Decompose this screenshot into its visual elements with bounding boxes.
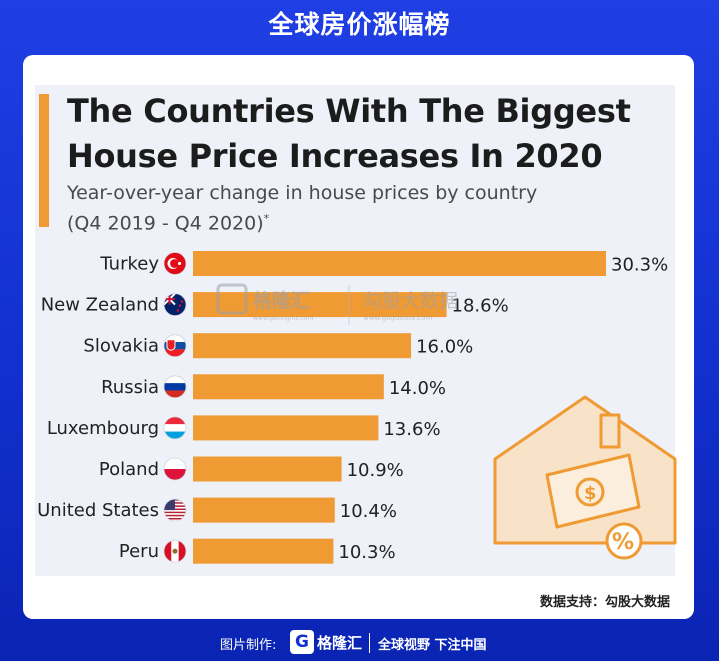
chart-subtitle: Year-over-year change in house prices by…	[67, 181, 667, 236]
footer-divider	[369, 633, 370, 653]
top-banner: 全球房价涨幅榜	[0, 0, 719, 48]
bar-slovakia	[193, 333, 412, 359]
watermark-brand-url: www.gelonghui.com	[253, 315, 314, 322]
russia-flag-icon	[164, 375, 186, 398]
footer-brand: 格隆汇	[317, 634, 363, 652]
bar-peru	[193, 538, 334, 564]
watermark-partner-url: www.gogudata.com	[363, 314, 432, 322]
chart-card: The Countries With The Biggest House Pri…	[23, 55, 694, 619]
category-label: United States	[37, 500, 159, 521]
title-accent-bar	[39, 94, 49, 227]
chart-panel: The Countries With The Biggest House Pri…	[35, 85, 675, 576]
footnote-mark: *	[263, 212, 270, 225]
footer-label: 图片制作:	[220, 638, 277, 653]
category-label: Luxembourg	[47, 418, 159, 439]
chimney-icon	[599, 413, 621, 449]
footer-logo-icon: G	[290, 630, 314, 654]
bar-russia	[193, 374, 384, 400]
watermark-brand: 格隆汇	[253, 289, 310, 312]
value-label: 10.9%	[347, 460, 404, 481]
dollar-coin-icon	[575, 477, 605, 507]
category-label: Russia	[101, 377, 159, 398]
watermark-partner: 勾股大数据	[363, 290, 458, 312]
dollar-sign-icon: $	[584, 483, 597, 504]
banknote-icon	[545, 453, 641, 529]
turkey-flag-icon	[164, 252, 186, 275]
subtitle-line-1: Year-over-year change in house prices by…	[67, 182, 538, 204]
value-label: 14.0%	[389, 378, 446, 399]
value-label: 10.4%	[340, 501, 397, 522]
house-money-icon: $ %	[493, 395, 677, 560]
luxembourg-flag-icon	[164, 416, 186, 439]
banner-title: 全球房价涨幅榜	[268, 10, 451, 39]
footer: 图片制作: G 格隆汇 全球视野 下注中国	[0, 625, 719, 661]
bar-poland	[193, 456, 342, 482]
bar-chart: Turkey 30.3% New Zealand 18.6% Slovakia 16.0%…	[37, 251, 677, 564]
category-label: Slovakia	[83, 336, 159, 357]
data-credit: 数据支持：勾股大数据	[540, 595, 671, 610]
peru-flag-icon	[164, 540, 186, 563]
value-label: 30.3%	[611, 255, 668, 276]
value-label: 10.3%	[338, 542, 395, 563]
slovakia-flag-icon	[164, 334, 186, 357]
bar-united-states	[193, 497, 335, 523]
footer-slogan: 全球视野 下注中国	[378, 638, 487, 653]
subtitle-line-2: (Q4 2019 - Q4 2020)*	[67, 206, 667, 236]
poland-flag-icon	[164, 458, 186, 480]
percent-sign-icon: %	[612, 530, 634, 555]
category-label: New Zealand	[41, 295, 159, 316]
category-label: Poland	[99, 459, 159, 480]
subtitle-period: (Q4 2019 - Q4 2020)	[67, 212, 264, 235]
value-label: 18.6%	[452, 296, 509, 317]
chart-title: The Countries With The Biggest House Pri…	[67, 92, 631, 175]
united-states-flag-icon	[164, 499, 186, 522]
watermark-logo-icon	[216, 283, 248, 315]
bar-turkey	[193, 251, 606, 276]
value-label: 16.0%	[416, 337, 473, 358]
bar-luxembourg	[193, 415, 379, 441]
category-label: Peru	[119, 541, 159, 562]
watermark: 格隆汇 www.gelonghui.com 勾股大数据 www.gogudata…	[216, 283, 458, 325]
value-label: 13.6%	[383, 419, 440, 440]
category-label: Turkey	[99, 254, 159, 275]
percent-badge-icon	[605, 522, 643, 560]
